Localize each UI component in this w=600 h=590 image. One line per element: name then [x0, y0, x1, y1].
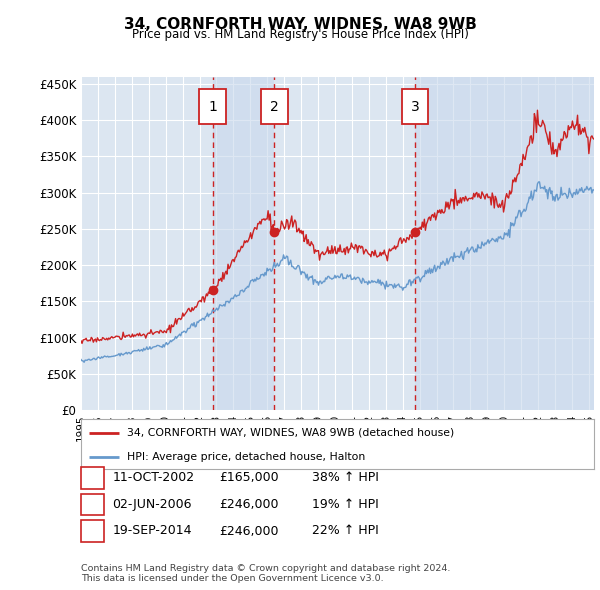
Text: 38% ↑ HPI: 38% ↑ HPI: [312, 471, 379, 484]
FancyBboxPatch shape: [199, 89, 226, 124]
Text: 3: 3: [88, 525, 97, 537]
Text: 3: 3: [410, 100, 419, 114]
Text: HPI: Average price, detached house, Halton: HPI: Average price, detached house, Halt…: [127, 451, 365, 461]
Text: £165,000: £165,000: [219, 471, 278, 484]
Text: 34, CORNFORTH WAY, WIDNES, WA8 9WB: 34, CORNFORTH WAY, WIDNES, WA8 9WB: [124, 17, 476, 31]
Text: 19-SEP-2014: 19-SEP-2014: [112, 525, 192, 537]
Text: 1: 1: [88, 471, 97, 484]
Bar: [213, 77, 274, 410]
Text: £246,000: £246,000: [219, 525, 278, 537]
Text: 11-OCT-2002: 11-OCT-2002: [112, 471, 194, 484]
Text: 1: 1: [208, 100, 217, 114]
FancyBboxPatch shape: [401, 89, 428, 124]
Text: 19% ↑ HPI: 19% ↑ HPI: [312, 498, 379, 511]
Bar: [415, 77, 594, 410]
FancyBboxPatch shape: [261, 89, 287, 124]
Text: Price paid vs. HM Land Registry's House Price Index (HPI): Price paid vs. HM Land Registry's House …: [131, 28, 469, 41]
Text: £246,000: £246,000: [219, 498, 278, 511]
Text: 2: 2: [88, 498, 97, 511]
Text: 2: 2: [270, 100, 279, 114]
Text: 02-JUN-2006: 02-JUN-2006: [112, 498, 192, 511]
Text: 34, CORNFORTH WAY, WIDNES, WA8 9WB (detached house): 34, CORNFORTH WAY, WIDNES, WA8 9WB (deta…: [127, 428, 454, 438]
Text: Contains HM Land Registry data © Crown copyright and database right 2024.
This d: Contains HM Land Registry data © Crown c…: [81, 563, 451, 583]
Text: 22% ↑ HPI: 22% ↑ HPI: [312, 525, 379, 537]
